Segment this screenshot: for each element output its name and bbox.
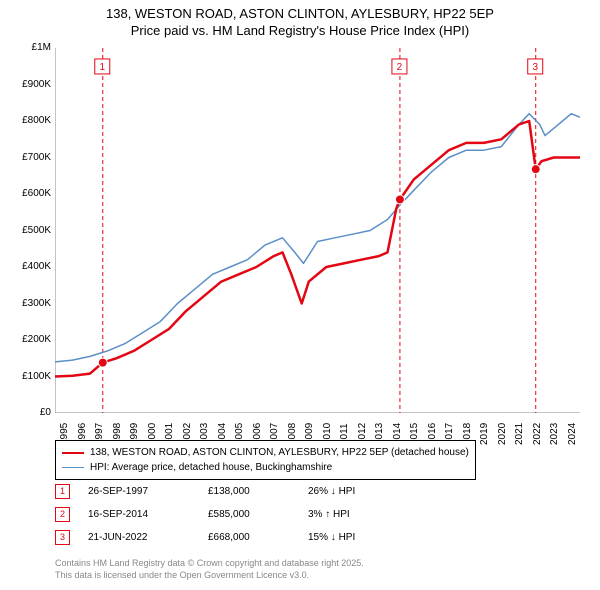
svg-text:1: 1 bbox=[99, 62, 105, 73]
chart-container: 138, WESTON ROAD, ASTON CLINTON, AYLESBU… bbox=[0, 0, 600, 590]
legend-row: HPI: Average price, detached house, Buck… bbox=[62, 460, 469, 475]
footer-line1: Contains HM Land Registry data © Crown c… bbox=[55, 558, 364, 570]
title-block: 138, WESTON ROAD, ASTON CLINTON, AYLESBU… bbox=[0, 0, 600, 40]
event-marker: 1 bbox=[55, 484, 70, 499]
svg-text:2: 2 bbox=[397, 62, 403, 73]
event-row: 3 21-JUN-2022£668,00015% ↓ HPI bbox=[55, 530, 428, 545]
y-tick-label: £1M bbox=[11, 42, 51, 53]
footer-line2: This data is licensed under the Open Gov… bbox=[55, 570, 364, 582]
event-diff: 15% ↓ HPI bbox=[308, 532, 428, 543]
event-diff: 26% ↓ HPI bbox=[308, 486, 428, 497]
event-marker: 2 bbox=[55, 507, 70, 522]
chart-svg: 1 2 3 bbox=[55, 48, 580, 413]
event-marker: 3 bbox=[55, 530, 70, 545]
x-tick-label: 2020 bbox=[497, 423, 508, 445]
y-tick-label: £800K bbox=[11, 115, 51, 126]
y-tick-label: £200K bbox=[11, 334, 51, 345]
y-tick-label: £100K bbox=[11, 371, 51, 382]
legend-row: 138, WESTON ROAD, ASTON CLINTON, AYLESBU… bbox=[62, 445, 469, 460]
x-tick-label: 2024 bbox=[567, 423, 578, 445]
event-date: 21-JUN-2022 bbox=[88, 532, 208, 543]
svg-text:3: 3 bbox=[532, 62, 538, 73]
events-table: 1 26-SEP-1997£138,00026% ↓ HPI 2 16-SEP-201… bbox=[55, 484, 428, 553]
x-tick-label: 2021 bbox=[514, 423, 525, 445]
legend-label: HPI: Average price, detached house, Buck… bbox=[90, 460, 332, 475]
event-price: £585,000 bbox=[208, 509, 308, 520]
legend-swatch bbox=[62, 452, 84, 454]
y-tick-label: £900K bbox=[11, 79, 51, 90]
footer: Contains HM Land Registry data © Crown c… bbox=[55, 558, 364, 581]
event-diff: 3% ↑ HPI bbox=[308, 509, 428, 520]
x-tick-label: 2023 bbox=[549, 423, 560, 445]
event-price: £138,000 bbox=[208, 486, 308, 497]
y-tick-label: £500K bbox=[11, 225, 51, 236]
y-tick-label: £600K bbox=[11, 188, 51, 199]
y-tick-label: £300K bbox=[11, 298, 51, 309]
y-tick-label: £400K bbox=[11, 261, 51, 272]
event-price: £668,000 bbox=[208, 532, 308, 543]
legend-box: 138, WESTON ROAD, ASTON CLINTON, AYLESBU… bbox=[55, 440, 476, 480]
x-tick-label: 2022 bbox=[532, 423, 543, 445]
event-row: 2 16-SEP-2014£585,0003% ↑ HPI bbox=[55, 507, 428, 522]
title-line1: 138, WESTON ROAD, ASTON CLINTON, AYLESBU… bbox=[0, 6, 600, 23]
legend-swatch bbox=[62, 467, 84, 468]
y-tick-label: £700K bbox=[11, 152, 51, 163]
legend-label: 138, WESTON ROAD, ASTON CLINTON, AYLESBU… bbox=[90, 445, 469, 460]
y-tick-label: £0 bbox=[11, 407, 51, 418]
title-line2: Price paid vs. HM Land Registry's House … bbox=[0, 23, 600, 40]
event-date: 26-SEP-1997 bbox=[88, 486, 208, 497]
event-row: 1 26-SEP-1997£138,00026% ↓ HPI bbox=[55, 484, 428, 499]
event-date: 16-SEP-2014 bbox=[88, 509, 208, 520]
x-tick-label: 2019 bbox=[479, 423, 490, 445]
